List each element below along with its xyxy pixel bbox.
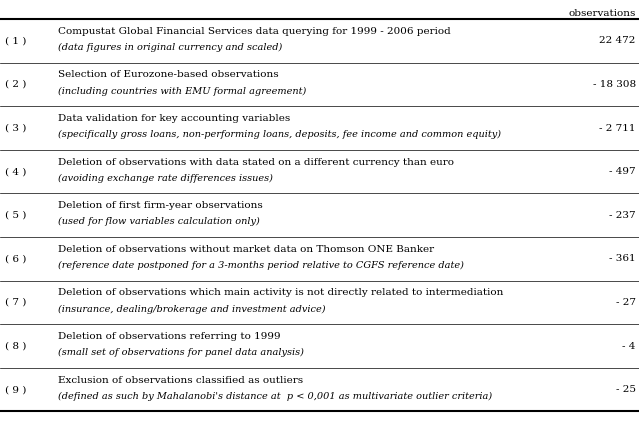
Text: (including countries with EMU formal agreement): (including countries with EMU formal agr… <box>58 87 305 95</box>
Text: (insurance, dealing/brokerage and investment advice): (insurance, dealing/brokerage and invest… <box>58 304 325 314</box>
Text: ( 8 ): ( 8 ) <box>5 341 27 351</box>
Text: (reference date postponed for a 3-months period relative to CGFS reference date): (reference date postponed for a 3-months… <box>58 261 463 270</box>
Text: Deletion of observations referring to 1999: Deletion of observations referring to 19… <box>58 332 280 341</box>
Text: - 18 308: - 18 308 <box>593 80 636 89</box>
Text: - 237: - 237 <box>609 211 636 220</box>
Text: ( 9 ): ( 9 ) <box>5 385 27 394</box>
Text: ( 3 ): ( 3 ) <box>5 124 27 133</box>
Text: - 27: - 27 <box>616 298 636 307</box>
Text: ( 2 ): ( 2 ) <box>5 80 27 89</box>
Text: ( 1 ): ( 1 ) <box>5 36 27 45</box>
Text: (specifically gross loans, non-performing loans, deposits, fee income and common: (specifically gross loans, non-performin… <box>58 130 500 139</box>
Text: - 25: - 25 <box>616 385 636 394</box>
Text: Data validation for key accounting variables: Data validation for key accounting varia… <box>58 114 289 123</box>
Text: ( 5 ): ( 5 ) <box>5 211 27 220</box>
Text: (defined as such by Mahalanobi's distance at  p < 0,001 as multivariate outlier : (defined as such by Mahalanobi's distanc… <box>58 392 491 401</box>
Text: Deletion of observations without market data on Thomson ONE Banker: Deletion of observations without market … <box>58 245 434 254</box>
Text: - 497: - 497 <box>609 167 636 176</box>
Text: - 361: - 361 <box>609 254 636 263</box>
Text: ( 6 ): ( 6 ) <box>5 254 27 263</box>
Text: Deletion of observations which main activity is not directly related to intermed: Deletion of observations which main acti… <box>58 288 503 298</box>
Text: Selection of Eurozone-based observations: Selection of Eurozone-based observations <box>58 70 278 79</box>
Text: - 4: - 4 <box>622 341 636 351</box>
Text: Deletion of first firm-year observations: Deletion of first firm-year observations <box>58 201 262 210</box>
Text: Exclusion of observations classified as outliers: Exclusion of observations classified as … <box>58 376 303 384</box>
Text: ( 7 ): ( 7 ) <box>5 298 27 307</box>
Text: (small set of observations for panel data analysis): (small set of observations for panel dat… <box>58 348 304 357</box>
Text: 22 472: 22 472 <box>599 36 636 45</box>
Text: - 2 711: - 2 711 <box>599 124 636 133</box>
Text: (data figures in original currency and scaled): (data figures in original currency and s… <box>58 43 282 52</box>
Text: (avoiding exchange rate differences issues): (avoiding exchange rate differences issu… <box>58 173 272 183</box>
Text: (used for flow variables calculation only): (used for flow variables calculation onl… <box>58 217 259 226</box>
Text: ( 4 ): ( 4 ) <box>5 167 27 176</box>
Text: Compustat Global Financial Services data querying for 1999 - 2006 period: Compustat Global Financial Services data… <box>58 27 450 36</box>
Text: Deletion of observations with data stated on a different currency than euro: Deletion of observations with data state… <box>58 157 454 167</box>
Text: observations: observations <box>569 9 636 18</box>
